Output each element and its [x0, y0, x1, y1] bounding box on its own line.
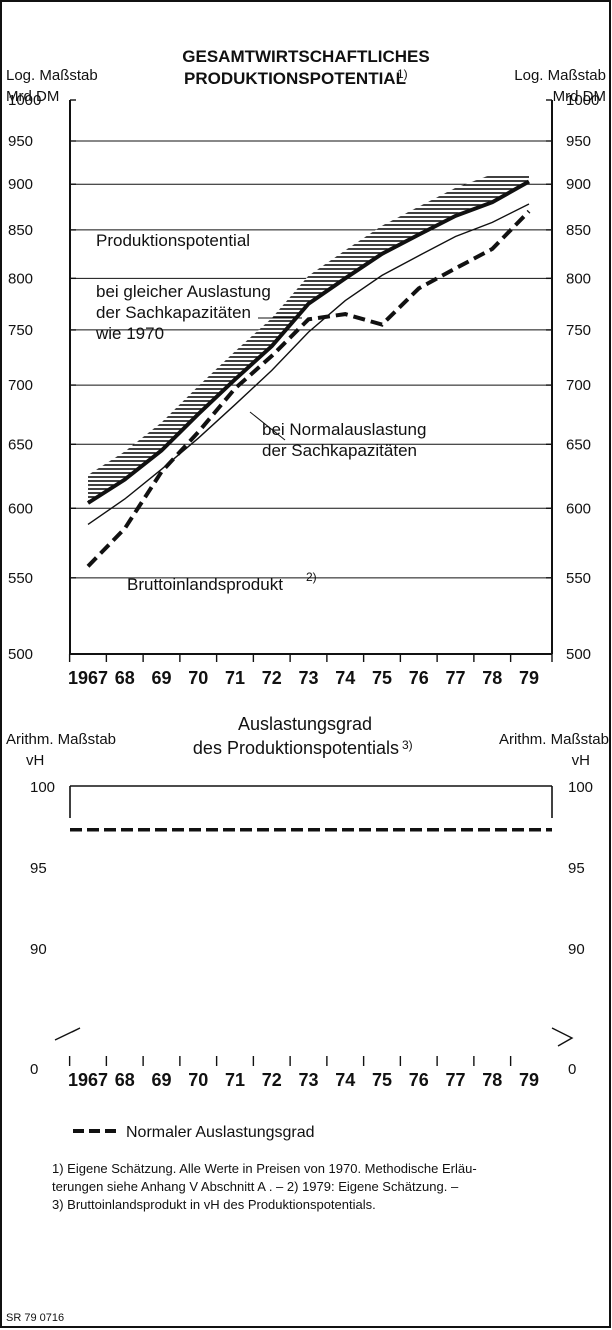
chart2-xtick-label: 79	[519, 1070, 539, 1090]
chart1-ytick-label-right: 950	[566, 133, 591, 150]
chart1-xtick-label: 77	[445, 668, 465, 688]
chart1-y-tick-labels: 1000 1000 950 950 900 900 850 850 800 800 750 750 70…	[8, 92, 599, 663]
chart2-ytick-label-left: 0	[30, 1061, 38, 1078]
series-line-potential-normal	[87, 203, 530, 525]
chart2-xtick-label: 1967	[68, 1070, 108, 1090]
annotation-leader-normal	[249, 411, 286, 441]
footnote-line-2: terungen siehe Anhang V Abschnitt A . – …	[52, 1179, 459, 1194]
chart2-ytick-label-left: 95	[30, 860, 47, 877]
chart1-title-line1: GESAMTWIRTSCHAFTLICHES	[182, 47, 429, 66]
annotation-gleiche-auslastung-3: wie 1970	[95, 324, 164, 343]
series-line-potential-1970	[86, 179, 530, 505]
chart2-xtick-label: 70	[188, 1070, 208, 1090]
chart2-ytick-label-right: 0	[568, 1061, 576, 1078]
chart2-xtick-label: 72	[262, 1070, 282, 1090]
chart1-ytick-label-right: 800	[566, 270, 591, 287]
footnote-line-3: 3) Bruttoinlandsprodukt in vH des Produk…	[52, 1197, 376, 1212]
annotation-gleiche-auslastung-2: der Sachkapazitäten	[96, 303, 251, 322]
annotation-bip-footnote-mark: 2)	[306, 570, 317, 584]
chart2-xtick-label: 69	[151, 1070, 171, 1090]
chart1-ytick-label-right: 500	[566, 646, 591, 663]
chart2-xtick-label: 68	[115, 1070, 135, 1090]
chart1-ytick-label-right: 550	[566, 570, 591, 587]
chart1-ytick-label-left: 1000	[8, 92, 41, 109]
source-code: SR 79 0716	[6, 1312, 64, 1324]
chart1-ytick-label-right: 600	[566, 500, 591, 517]
chart-auslastungsgrad: Auslastungsgrad des Produktionspotential…	[6, 714, 609, 1141]
chart1-ytick-label-left: 800	[8, 270, 33, 287]
chart1-xtick-label: 79	[519, 668, 539, 688]
chart2-yaxis-note-right-2: vH	[572, 752, 590, 769]
chart2-xtick-label: 74	[335, 1070, 355, 1090]
chart2-x-ticks: 1967 68 69 70 71 72 73 74 75 76 77 78 79	[68, 1056, 539, 1090]
chart2-title-line2: des Produktionspotentials	[193, 738, 399, 758]
chart1-ytick-label-left: 950	[8, 133, 33, 150]
chart1-ytick-label-left: 700	[8, 377, 33, 394]
chart2-xtick-label: 75	[372, 1070, 392, 1090]
hatched-band-potential	[88, 174, 529, 501]
chart1-title-line2: PRODUKTIONSPOTENTIAL	[184, 69, 406, 88]
chart1-xtick-label: 71	[225, 668, 245, 688]
chart2-xtick-label: 78	[482, 1070, 502, 1090]
chart2-xtick-label: 76	[409, 1070, 429, 1090]
chart1-yaxis-note-left-1: Log. Maßstab	[6, 67, 98, 84]
chart1-xtick-label: 76	[409, 668, 429, 688]
chart1-xtick-label: 74	[335, 668, 355, 688]
chart2-ytick-label-right: 90	[568, 941, 585, 958]
axis-break-left	[54, 1027, 81, 1041]
chart1-xtick-label: 1967	[68, 668, 108, 688]
chart1-ytick-label-right: 1000	[566, 92, 599, 109]
chart1-xtick-label: 70	[188, 668, 208, 688]
chart1-xtick-label: 78	[482, 668, 502, 688]
chart2-xtick-label: 77	[445, 1070, 465, 1090]
chart1-x-ticks: 1967 68 69 70 71 72 73 74 75 76 77 78 79	[68, 654, 553, 688]
chart2-title-line1: Auslastungsgrad	[238, 714, 372, 734]
chart2-xtick-label: 71	[225, 1070, 245, 1090]
chart1-ytick-label-left: 850	[8, 222, 33, 239]
chart1-xtick-label: 68	[115, 668, 135, 688]
chart1-ytick-label-right: 900	[566, 176, 591, 193]
annotation-normalauslastung-2: der Sachkapazitäten	[262, 441, 417, 460]
annotation-gleiche-auslastung-1: bei gleicher Auslastung	[96, 282, 271, 301]
chart1-ytick-label-left: 750	[8, 322, 33, 339]
chart2-ytick-label-left: 90	[30, 941, 47, 958]
chart2-y-tick-labels: 100 100 95 95 90 90 0 0	[30, 779, 593, 1078]
annotation-normalauslastung-1: bei Normalauslastung	[262, 420, 426, 439]
chart1-yaxis-note-right-1: Log. Maßstab	[514, 67, 606, 84]
chart-produktionspotential: GESAMTWIRTSCHAFTLICHES PRODUKTIONSPOTENT…	[6, 47, 606, 688]
annotation-bruttoinlandsprodukt: Bruttoinlandsprodukt	[127, 575, 283, 594]
chart1-xtick-label: 75	[372, 668, 392, 688]
chart2-yaxis-note-left-2: vH	[26, 752, 44, 769]
series-line-bip	[86, 209, 531, 568]
chart1-ytick-label-left: 600	[8, 500, 33, 517]
chart2-xtick-label: 73	[298, 1070, 318, 1090]
footnote-line-1: 1) Eigene Schätzung. Alle Werte in Preis…	[52, 1161, 477, 1176]
chart1-ytick-label-right: 850	[566, 222, 591, 239]
chart1-yaxis-note-right-2: Mrd DM	[553, 88, 606, 105]
chart1-ytick-label-left: 550	[8, 570, 33, 587]
chart2-title-footnote-mark: 3)	[402, 738, 413, 752]
chart1-ytick-label-left: 500	[8, 646, 33, 663]
chart1-ytick-label-right: 650	[566, 436, 591, 453]
chart2-ytick-label-right: 100	[568, 779, 593, 796]
chart1-ytick-label-right: 700	[566, 377, 591, 394]
chart1-title-footnote-mark: 1)	[397, 67, 408, 81]
chart1-ytick-label-left: 650	[8, 436, 33, 453]
chart1-xtick-label: 69	[151, 668, 171, 688]
chart2-ytick-label-left: 100	[30, 779, 55, 796]
axis-break-right	[551, 1027, 574, 1047]
annotation-produktionspotential: Produktionspotential	[96, 231, 250, 250]
chart2-yaxis-note-right-1: Arithm. Maßstab	[499, 731, 609, 748]
chart1-yaxis-note-left-2: Mrd DM	[6, 88, 59, 105]
chart1-ytick-label-right: 750	[566, 322, 591, 339]
chart2-yaxis-note-left-1: Arithm. Maßstab	[6, 731, 116, 748]
chart1-xtick-label: 73	[298, 668, 318, 688]
legend-label-normaler-auslastungsgrad: Normaler Auslastungsgrad	[126, 1124, 315, 1141]
chart2-ytick-label-right: 95	[568, 860, 585, 877]
chart1-xtick-label: 72	[262, 668, 282, 688]
chart1-ytick-label-left: 900	[8, 176, 33, 193]
